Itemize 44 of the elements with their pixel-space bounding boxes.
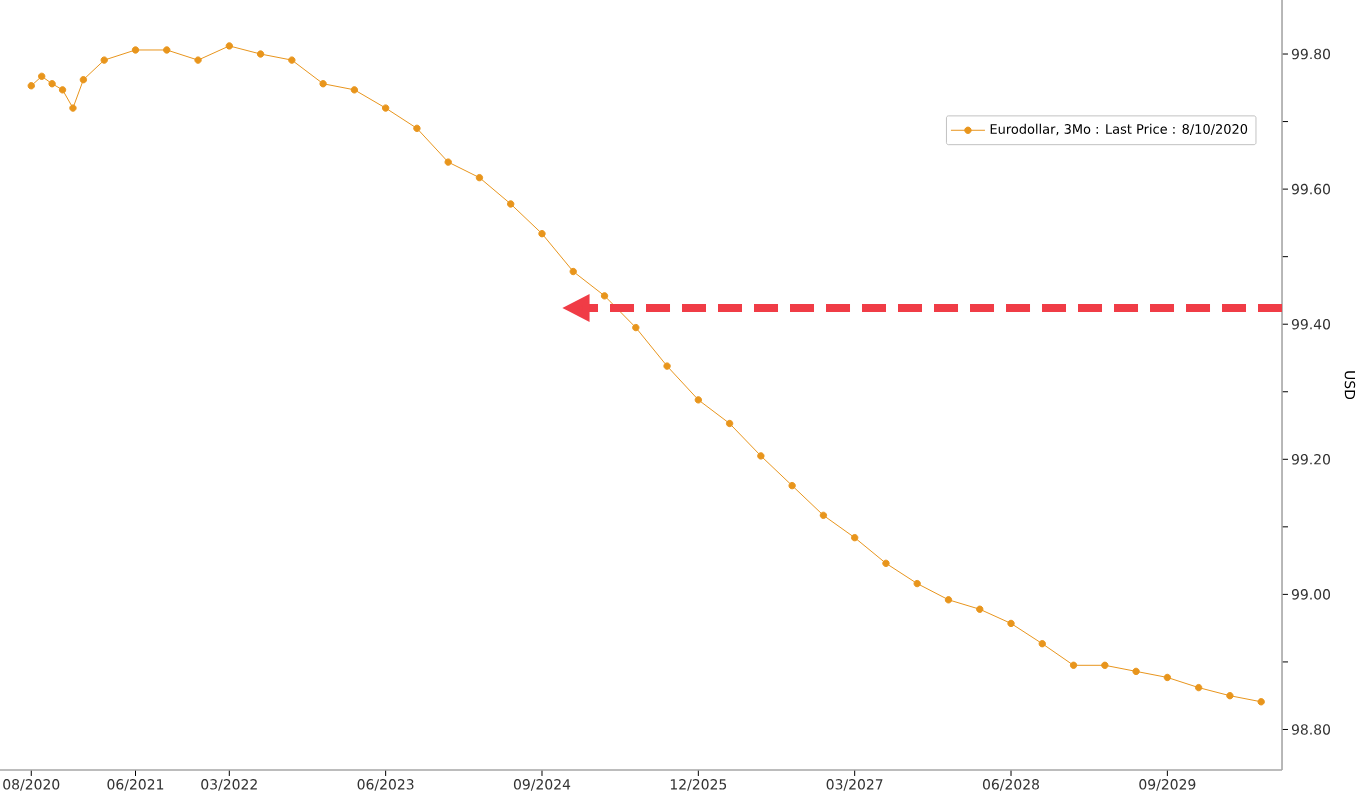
point bbox=[319, 80, 327, 88]
point bbox=[288, 56, 296, 64]
point bbox=[163, 46, 171, 54]
point bbox=[381, 104, 390, 112]
point bbox=[600, 292, 609, 300]
point bbox=[350, 86, 359, 94]
point bbox=[413, 124, 421, 133]
point bbox=[1038, 640, 1046, 648]
point bbox=[663, 362, 671, 370]
point bbox=[256, 50, 265, 58]
point bbox=[538, 230, 546, 238]
point bbox=[1163, 673, 1172, 682]
point bbox=[850, 533, 859, 542]
point bbox=[38, 72, 46, 80]
point bbox=[444, 158, 452, 166]
point bbox=[569, 267, 577, 276]
point bbox=[194, 56, 202, 64]
point bbox=[27, 82, 35, 90]
point bbox=[694, 396, 703, 404]
point bbox=[69, 104, 77, 112]
point bbox=[725, 419, 734, 428]
point bbox=[79, 76, 88, 84]
point bbox=[1007, 619, 1015, 628]
point bbox=[1194, 683, 1203, 692]
point bbox=[1257, 698, 1265, 706]
point bbox=[1101, 661, 1109, 669]
point bbox=[475, 173, 484, 182]
point bbox=[507, 200, 515, 208]
point bbox=[976, 605, 984, 613]
point bbox=[757, 452, 765, 460]
point bbox=[788, 481, 796, 490]
point bbox=[225, 42, 233, 50]
point bbox=[100, 56, 108, 64]
point bbox=[1132, 667, 1140, 676]
point bbox=[944, 596, 953, 604]
point bbox=[131, 46, 140, 54]
point bbox=[1226, 692, 1234, 700]
point bbox=[882, 559, 890, 567]
point bbox=[58, 86, 67, 94]
point bbox=[1069, 661, 1078, 669]
point bbox=[913, 579, 921, 588]
point bbox=[632, 323, 640, 332]
point bbox=[819, 511, 828, 520]
point bbox=[48, 80, 56, 88]
